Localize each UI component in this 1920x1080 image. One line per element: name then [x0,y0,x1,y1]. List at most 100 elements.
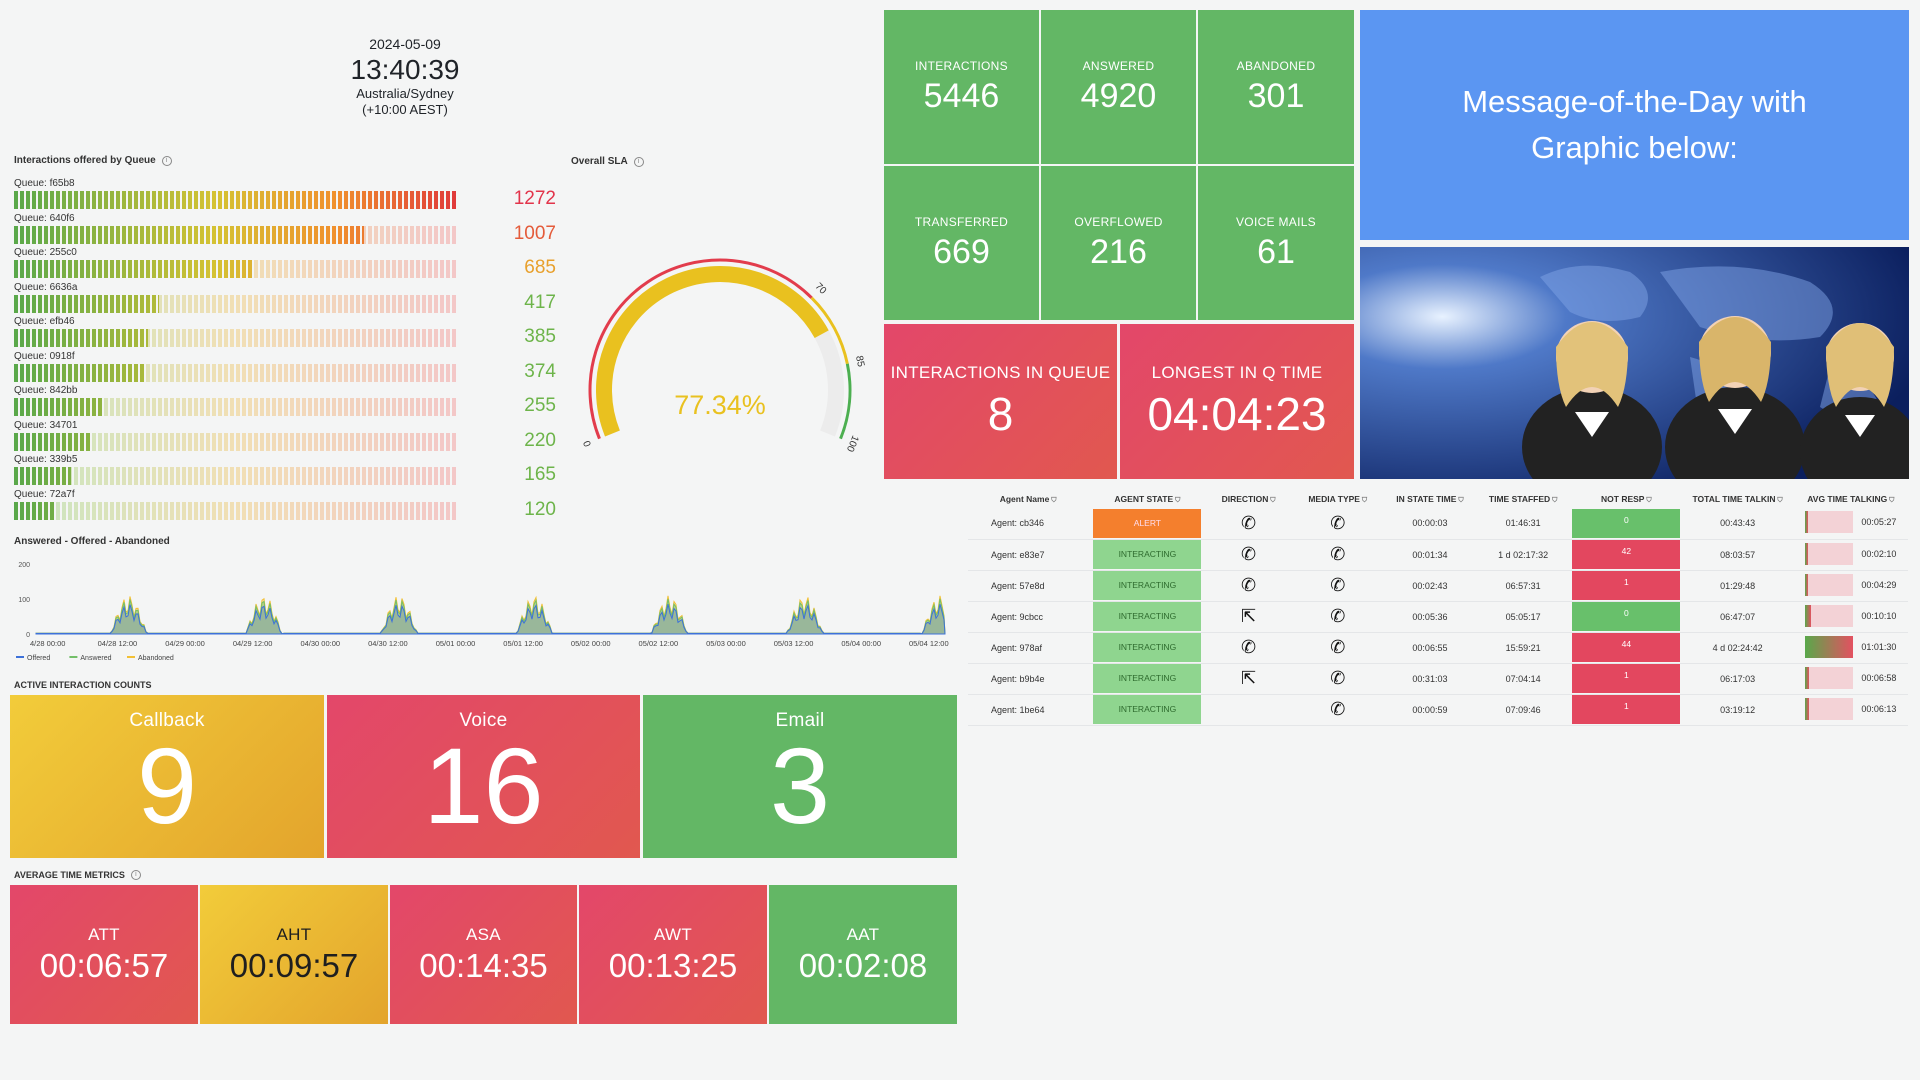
avg-talk-bar [1805,697,1854,720]
agent-state-cell: INTERACTING [1088,694,1207,726]
avg-att: ATT 00:06:57 [10,885,198,1024]
column-header[interactable]: AGENT STATE ⛉ [1088,490,1206,508]
gauge-threshold-red [588,258,813,440]
info-icon[interactable]: i [633,156,644,167]
clock-zone: Australia/Sydney [356,86,454,102]
table-row[interactable]: Agent: 9cbcc INTERACTING ⇱ ✆ 00:05:36 05:05:1… [968,601,1908,633]
avg-talk-bar-fill [1805,697,1809,720]
agent-state-cell: INTERACTING [1088,570,1207,602]
queue-row: Queue: 339b5 165 [14,454,556,489]
active-value: 3 [769,724,831,846]
ts-y-tick: 100 [18,597,30,604]
avg-value: 00:02:08 [798,946,928,984]
gauge-tick-label: 70 [813,281,829,297]
queues-title-text: Interactions offered by Queue [14,155,156,166]
stat-interactions: INTERACTIONS 5446 [884,10,1039,164]
queue-value: 1272 [513,188,556,209]
ts-x-tick: 04/28 12:00 [98,639,138,648]
table-row[interactable]: Agent: 1be64 INTERACTING ✆ 00:00:59 07:09:46… [968,694,1908,726]
table-row[interactable]: Agent: cb346 ALERT ✆ ✆ 00:00:03 01:46:31 0 00:4… [968,508,1908,540]
avg-label: AWT [653,924,693,944]
stat-label: TRANSFERRED [914,214,1009,229]
column-header[interactable]: NOT RESP ⛉ [1571,490,1681,508]
clock-widget: 2024-05-09 13:40:39 Australia/Sydney (+1… [300,36,510,118]
queue-row: Queue: 6636a 417 [14,282,556,317]
filter-icon[interactable]: ⛉ [1550,496,1558,504]
table-row[interactable]: Agent: 978af INTERACTING ✆ ✆ 00:06:55 15:59:2… [968,632,1908,664]
column-header[interactable]: Agent Name ⛉ [968,490,1088,508]
info-icon[interactable]: i [130,870,141,880]
avg-label: AAT [846,924,880,944]
clock-date: 2024-05-09 [369,36,441,52]
avg-metrics-title: AVERAGE TIME METRICS i [14,870,141,880]
media-type-cell: ✆ [1290,539,1385,571]
queue-bar-fill [14,501,56,520]
phone-icon: ✆ [1330,512,1346,533]
filter-icon[interactable]: ⛉ [1173,496,1181,504]
ts-legend-label[interactable]: Abandoned [138,655,174,662]
column-header-label: NOT RESP [1601,493,1645,504]
ts-x-tick: 05/03 12:00 [774,639,814,648]
state-badge: INTERACTING [1093,571,1202,600]
phone-icon: ✆ [1330,606,1346,626]
ts-legend-label[interactable]: Offered [27,655,50,662]
filter-icon[interactable]: ⛉ [1644,496,1652,504]
state-badge: ALERT [1093,508,1202,538]
timeseries-title: Answered - Offered - Abandoned [14,536,170,547]
table-row[interactable]: Agent: 57e8d INTERACTING ✆ ✆ 00:02:43 06:57:3… [968,570,1908,602]
agent-name-cell: Agent: 1be64 [968,694,1089,726]
queue-row: Queue: f65b8 1272 [14,178,556,213]
not-resp-badge: 1 [1572,571,1681,600]
ts-legend-label[interactable]: Answered [80,655,111,662]
queue-value: 385 [524,326,556,347]
avg-talk-cell: 00:02:10 [1793,539,1908,571]
gauge-threshold-yellow [810,296,849,365]
queue-value: 220 [524,429,556,451]
column-header[interactable]: TOTAL TIME TALKIN ⛉ [1681,490,1793,508]
filter-icon[interactable]: ⛉ [1775,496,1783,504]
queue-label: Queue: 72a7f [14,488,75,500]
active-counts-title: ACTIVE INTERACTION COUNTS [14,680,152,690]
filter-icon[interactable]: ⛉ [1456,496,1464,504]
filter-icon[interactable]: ⛉ [1359,496,1368,504]
time-staffed-cell: 01:46:31 [1475,508,1572,540]
avg-talk-gauge: 00:06:58 [1805,666,1896,689]
agents-table-header: Agent Name ⛉ AGENT STATE ⛉ DIRECTION ⛉ MEDI… [968,490,1908,508]
total-talk-cell: 01:29:48 [1681,570,1794,602]
sla-panel-title: Overall SLA i [571,156,644,167]
active-label: Callback [129,709,205,731]
direction-cell: ✆ [1206,539,1291,571]
sla-title-text: Overall SLA [571,156,628,167]
stat-value: 216 [1090,232,1147,271]
stat-answered: ANSWERED 4920 [1041,10,1196,164]
queue-value: 374 [524,360,556,382]
direction-cell: ✆ [1206,508,1291,540]
filter-icon[interactable]: ⛉ [1887,496,1895,504]
ts-x-tick: 05/01 00:00 [436,639,476,648]
column-header-label: AVG TIME TALKING [1807,493,1888,504]
table-row[interactable]: Agent: e83e7 INTERACTING ✆ ✆ 00:01:34 1 d 02:… [968,539,1908,571]
queue-value: 1007 [513,222,556,244]
stat-value: 5446 [923,76,1000,115]
column-header[interactable]: MEDIA TYPE ⛉ [1291,490,1385,508]
queue-label: Queue: 0918f [14,350,75,362]
column-header[interactable]: AVG TIME TALKING ⛉ [1794,490,1908,508]
column-header[interactable]: TIME STAFFED ⛉ [1475,490,1571,508]
queue-label: Queue: f65b8 [14,178,75,189]
column-header[interactable]: DIRECTION ⛉ [1207,490,1291,508]
active-voice: Voice 16 [327,695,640,858]
filter-icon[interactable]: ⛉ [1268,496,1276,504]
column-header[interactable]: IN STATE TIME ⛉ [1385,490,1475,508]
avg-talk-value: 00:05:27 [1861,517,1897,528]
ts-x-tick: 04/30 12:00 [368,639,408,648]
table-row[interactable]: Agent: b9b4e INTERACTING ⇱ ✆ 00:31:03 07:04:1… [968,663,1908,695]
agent-name-cell: Agent: cb346 [968,508,1089,540]
column-header-label: AGENT STATE [1114,493,1174,504]
motd-graphic-image [1360,247,1909,479]
stat-label: INTERACTIONS [915,58,1008,73]
column-header-label: Agent Name [999,493,1050,504]
stat-label: INTERACTIONS IN QUEUE [890,362,1111,382]
filter-icon[interactable]: ⛉ [1049,496,1057,504]
avg-value: 00:14:35 [419,946,548,984]
info-icon[interactable]: i [161,155,172,166]
